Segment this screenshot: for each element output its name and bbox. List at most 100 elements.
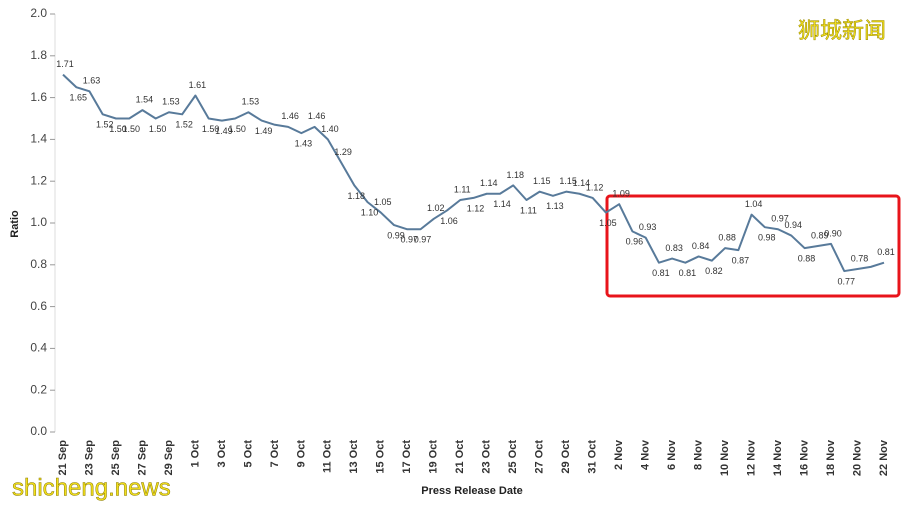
value-label: 0.97 [401, 235, 419, 245]
x-tick-label: 21 Sep [57, 440, 69, 476]
x-tick-label: 21 Oct [454, 440, 466, 474]
x-tick-label: 23 Sep [83, 440, 95, 476]
watermark: 狮城新闻 [798, 18, 886, 43]
value-label: 1.11 [454, 184, 471, 194]
value-label: 0.98 [758, 233, 776, 243]
x-tick-label: 10 Nov [719, 439, 731, 476]
value-label: 1.53 [162, 97, 180, 107]
value-label: 1.04 [745, 199, 763, 209]
x-tick-label: 7 Oct [269, 440, 281, 468]
x-tick-label: 27 Oct [534, 440, 546, 474]
x-tick-label: 23 Oct [481, 440, 493, 474]
x-tick-label: 13 Oct [348, 440, 360, 474]
y-tick-label: 2.0 [30, 6, 47, 20]
y-tick-label: 0.2 [30, 382, 47, 396]
x-tick-label: 3 Oct [216, 440, 228, 468]
value-label: 0.99 [387, 230, 405, 240]
x-tick-label: 20 Nov [851, 439, 863, 476]
value-label: 1.52 [96, 120, 114, 130]
y-tick-label: 0.4 [30, 341, 47, 355]
value-label: 1.50 [149, 124, 167, 134]
value-label: 0.97 [771, 214, 789, 224]
x-tick-label: 4 Nov [640, 439, 652, 470]
value-label: 1.52 [175, 120, 193, 130]
value-label: 1.10 [361, 207, 379, 217]
value-label: 1.50 [122, 124, 140, 134]
value-label: 1.71 [56, 59, 74, 69]
y-tick-label: 1.2 [30, 173, 47, 187]
value-label: 1.12 [467, 203, 485, 213]
y-tick-label: 1.8 [30, 48, 47, 62]
value-label: 1.18 [348, 191, 366, 201]
value-label: 1.15 [533, 176, 551, 186]
watermark: shicheng.news [12, 474, 171, 501]
x-tick-label: 8 Nov [693, 439, 705, 470]
value-label: 1.43 [295, 139, 313, 149]
y-tick-label: 1.4 [30, 132, 47, 146]
value-label: 1.54 [136, 95, 154, 105]
value-label: 1.50 [202, 124, 220, 134]
value-label: 0.83 [665, 243, 683, 253]
value-label: 1.14 [573, 178, 591, 188]
x-tick-label: 5 Oct [242, 440, 254, 468]
y-tick-label: 0.6 [30, 299, 47, 313]
x-tick-label: 16 Nov [798, 439, 810, 476]
value-label: 0.84 [692, 241, 710, 251]
x-tick-label: 12 Nov [745, 439, 757, 476]
y-tick-label: 1.6 [30, 90, 47, 104]
value-label: 0.94 [785, 220, 803, 230]
value-label: 0.97 [414, 235, 432, 245]
x-tick-label: 29 Sep [163, 440, 175, 476]
value-label: 1.02 [427, 203, 445, 213]
value-label: 1.50 [228, 124, 246, 134]
value-label: 0.89 [811, 230, 829, 240]
x-tick-label: 17 Oct [401, 440, 413, 474]
value-label: 0.93 [639, 222, 657, 232]
x-tick-label: 11 Oct [322, 440, 334, 473]
highlight-box [605, 194, 901, 298]
value-label: 0.87 [732, 256, 750, 266]
x-tick-label: 1 Oct [189, 440, 201, 468]
value-label: 0.78 [851, 253, 869, 263]
x-tick-label: 22 Nov [878, 439, 890, 476]
x-tick-label: 25 Oct [507, 440, 519, 474]
value-label: 1.11 [520, 205, 537, 215]
value-label: 0.90 [824, 228, 842, 238]
y-tick-label: 0.8 [30, 257, 47, 271]
value-label: 1.06 [440, 216, 458, 226]
value-label: 1.61 [189, 80, 207, 90]
x-tick-label: 19 Oct [428, 440, 440, 474]
x-tick-label: 6 Nov [666, 439, 678, 470]
value-label: 1.05 [374, 197, 392, 207]
value-label: 1.29 [334, 147, 352, 157]
line [62, 73, 885, 273]
x-tick-label: 2 Nov [613, 439, 625, 470]
value-label: 0.88 [798, 253, 816, 263]
value-label: 0.82 [705, 266, 723, 276]
value-label: 1.14 [480, 178, 498, 188]
value-label: 1.49 [255, 126, 273, 136]
y-tick-label: 1.0 [30, 215, 47, 229]
x-axis-title: Press Release Date [421, 485, 523, 497]
value-label: 1.15 [559, 176, 577, 186]
value-label: 0.81 [877, 247, 895, 257]
value-label: 0.77 [838, 276, 856, 286]
x-tick-label: 15 Oct [375, 440, 387, 474]
x-tick-label: 25 Sep [110, 440, 122, 476]
x-tick-label: 9 Oct [295, 440, 307, 468]
value-label: 0.81 [652, 268, 670, 278]
value-label: 1.53 [242, 97, 260, 107]
x-tick-label: 27 Sep [136, 440, 148, 476]
value-label: 1.40 [321, 124, 339, 134]
value-label: 1.14 [493, 199, 511, 209]
value-label: 1.49 [215, 126, 233, 136]
value-label: 1.63 [83, 76, 101, 86]
value-label: 1.13 [546, 201, 564, 211]
value-label: 1.12 [586, 182, 604, 192]
value-label: 0.96 [626, 237, 644, 247]
value-label: 1.50 [109, 124, 127, 134]
value-label: 1.65 [69, 93, 87, 103]
y-tick-label: 0.0 [30, 424, 47, 438]
value-label: 0.88 [718, 232, 736, 242]
